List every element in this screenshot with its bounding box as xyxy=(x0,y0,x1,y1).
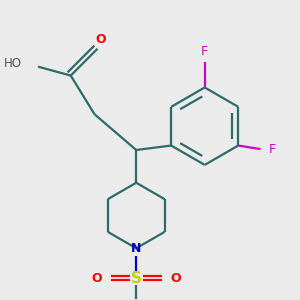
Text: O: O xyxy=(92,272,102,284)
Text: F: F xyxy=(201,45,208,58)
Text: HO: HO xyxy=(4,57,22,70)
Text: O: O xyxy=(170,272,181,284)
Text: N: N xyxy=(131,242,141,255)
Text: S: S xyxy=(131,271,142,286)
Text: O: O xyxy=(95,33,106,46)
Text: F: F xyxy=(268,142,275,156)
